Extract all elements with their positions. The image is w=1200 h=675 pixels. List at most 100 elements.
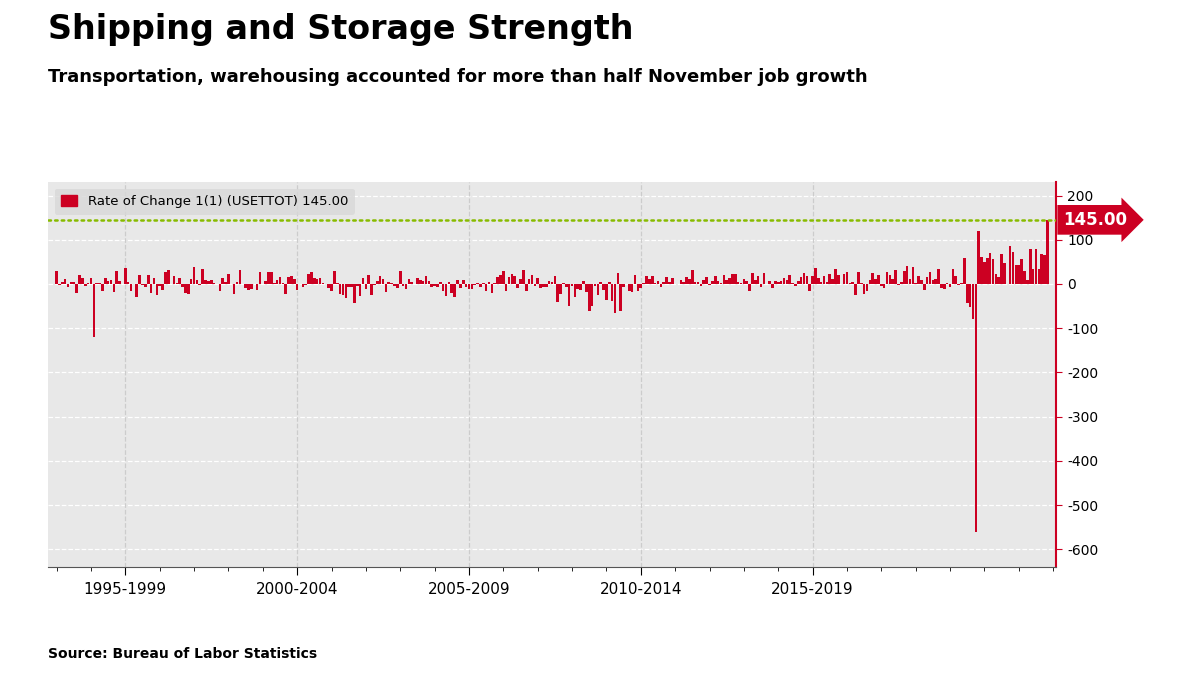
Bar	[968, 284, 971, 306]
Bar	[278, 277, 281, 284]
Bar	[373, 284, 376, 285]
Bar	[520, 279, 522, 284]
Bar	[433, 284, 436, 286]
Bar	[894, 269, 896, 284]
Bar	[1001, 254, 1003, 284]
Bar	[107, 281, 109, 284]
Bar	[235, 282, 239, 284]
Bar	[342, 284, 344, 295]
Bar	[499, 275, 502, 284]
Bar	[367, 275, 370, 284]
Bar	[187, 284, 190, 294]
Bar	[1024, 271, 1026, 284]
Bar	[491, 284, 493, 293]
Bar	[848, 283, 851, 284]
Bar	[834, 269, 836, 284]
Bar	[728, 278, 731, 284]
Bar	[338, 284, 341, 294]
Bar	[803, 273, 805, 284]
Bar	[425, 276, 427, 284]
Bar	[313, 278, 316, 284]
Bar	[557, 284, 559, 302]
Bar	[662, 282, 665, 284]
Bar	[617, 273, 619, 284]
Bar	[683, 281, 685, 284]
Bar	[204, 280, 206, 284]
Bar	[846, 272, 848, 284]
Bar	[404, 284, 407, 289]
Bar	[385, 284, 388, 292]
Bar	[138, 275, 140, 284]
Bar	[865, 284, 869, 291]
Bar	[640, 284, 642, 288]
Bar	[90, 278, 92, 284]
Bar	[431, 284, 433, 288]
Bar	[708, 284, 710, 285]
Bar	[671, 277, 673, 284]
Bar	[954, 277, 958, 284]
Bar	[221, 278, 224, 284]
Bar	[398, 271, 402, 284]
Bar	[124, 268, 127, 284]
Bar	[1020, 259, 1022, 284]
Bar	[307, 274, 310, 284]
Bar	[175, 283, 178, 284]
Bar	[408, 279, 410, 284]
Bar	[146, 275, 150, 284]
Bar	[875, 279, 877, 284]
Bar	[173, 276, 175, 284]
Bar	[995, 274, 997, 284]
Bar	[1032, 269, 1034, 284]
Bar	[576, 284, 580, 289]
Text: Shipping and Storage Strength: Shipping and Storage Strength	[48, 14, 634, 47]
Bar	[359, 284, 361, 296]
Bar	[949, 284, 952, 287]
Bar	[497, 277, 499, 284]
Bar	[92, 284, 95, 337]
Bar	[716, 281, 719, 284]
Bar	[805, 276, 808, 284]
Bar	[1009, 246, 1012, 284]
Bar	[628, 284, 631, 292]
Bar	[218, 284, 221, 292]
Bar	[972, 284, 974, 319]
Bar	[820, 282, 822, 284]
Bar	[722, 275, 725, 284]
Bar	[605, 284, 607, 300]
Bar	[656, 281, 659, 284]
Bar	[880, 284, 883, 286]
Bar	[599, 281, 602, 284]
Bar	[611, 284, 613, 300]
Bar	[416, 277, 419, 284]
Bar	[208, 281, 210, 284]
Bar	[782, 278, 785, 284]
Bar	[365, 284, 367, 289]
Text: Source: Bureau of Labor Statistics: Source: Bureau of Labor Statistics	[48, 647, 317, 662]
Bar	[1040, 254, 1043, 284]
Bar	[679, 280, 682, 284]
Bar	[863, 284, 865, 294]
Bar	[210, 280, 212, 284]
Bar	[634, 275, 636, 284]
Bar	[316, 279, 318, 284]
Bar	[828, 274, 832, 284]
Bar	[731, 273, 733, 284]
Bar	[158, 284, 161, 286]
Bar	[196, 280, 198, 284]
Bar	[980, 257, 983, 284]
Bar	[966, 284, 968, 302]
Bar	[908, 279, 911, 284]
Bar	[772, 284, 774, 288]
Bar	[906, 266, 908, 284]
Bar	[450, 284, 454, 292]
Bar	[889, 275, 892, 284]
Bar	[631, 284, 634, 292]
Bar	[869, 280, 871, 284]
Bar	[161, 284, 164, 290]
Bar	[1028, 250, 1032, 284]
Bar	[164, 272, 167, 284]
Bar	[791, 283, 794, 284]
Bar	[109, 280, 113, 284]
Bar	[522, 270, 524, 284]
Bar	[284, 284, 287, 294]
